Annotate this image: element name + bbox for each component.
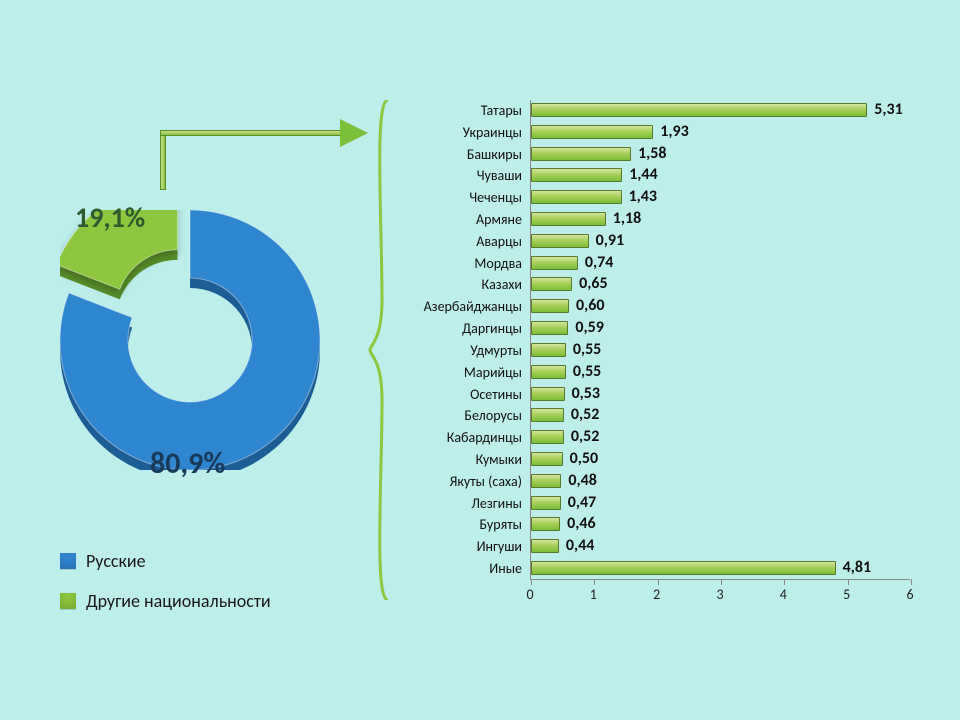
bar-value-label: 0,65 [579,276,607,292]
x-tick-label: 2 [653,586,660,603]
connector-arrow-horizontal [160,130,340,136]
bar-category-label: Иные [420,562,528,576]
bar [531,299,569,313]
bar-value-label: 4,81 [843,560,871,576]
bar-category-label: Мордва [420,257,528,271]
bar-value-label: 1,44 [629,167,657,183]
bar [531,430,564,444]
bar-category-label: Башкиры [420,148,528,162]
bar [531,147,631,161]
bar [531,365,566,379]
bar [531,321,568,335]
bar [531,517,560,531]
bar-value-label: 0,59 [575,320,603,336]
x-tick-label: 1 [590,586,597,603]
bar-category-label: Марийцы [420,366,528,380]
bar-category-label: Казахи [420,278,528,292]
bar [531,408,564,422]
bar-category-label: Азербайджанцы [420,300,528,314]
bar-value-label: 1,58 [638,146,666,162]
bar-category-label: Татары [420,104,528,118]
bar-category-label: Чуваши [420,169,528,183]
bar [531,168,622,182]
connector-arrow-head-icon [340,119,368,147]
curly-bracket-icon [368,100,390,600]
bar [531,452,563,466]
bar-value-label: 0,52 [571,407,599,423]
bar [531,212,606,226]
bar-value-label: 0,48 [568,473,596,489]
bar-value-label: 0,74 [585,255,613,271]
bar [531,343,566,357]
bar-category-label: Кабардинцы [420,431,528,445]
bar-category-label: Чеченцы [420,191,528,205]
bar-value-label: 0,50 [570,451,598,467]
legend-swatch [60,553,76,569]
bar-value-label: 0,53 [572,386,600,402]
bar-value-label: 0,60 [576,298,604,314]
bar [531,234,589,248]
legend-item: Другие национальности [60,590,271,612]
bar [531,539,559,553]
bar-value-label: 1,18 [613,211,641,227]
legend-item: Русские [60,550,271,572]
bar-value-label: 0,91 [596,233,624,249]
legend-label: Другие национальности [86,590,271,612]
bar-value-label: 0,44 [566,538,594,554]
bar-value-label: 1,93 [660,124,688,140]
bar [531,387,565,401]
bar-category-label: Армяне [420,213,528,227]
bar-category-label: Удмурты [420,344,528,358]
bar-value-label: 0,52 [571,429,599,445]
x-tick-label: 4 [780,586,787,603]
bar [531,496,561,510]
bar-value-label: 5,31 [874,102,902,118]
x-tick-label: 5 [843,586,850,603]
bar-value-label: 0,46 [567,516,595,532]
donut-svg [60,210,320,470]
bar-category-label: Кумыки [420,453,528,467]
bar [531,190,622,204]
bar [531,474,561,488]
bar-category-label: Якуты (саха) [420,475,528,489]
x-tick-label: 6 [906,586,913,603]
slide: 19,1% 80,9% Русские Другие национальности… [0,0,960,720]
x-tick-label: 3 [716,586,723,603]
bar-value-label: 1,43 [629,189,657,205]
bar [531,256,578,270]
legend: Русские Другие национальности [60,550,271,630]
bar-category-label: Лезгины [420,497,528,511]
donut-chart [60,210,320,470]
bar-value-label: 0,47 [568,495,596,511]
donut-label-russian: 80,9% [150,445,225,482]
bar [531,103,867,117]
donut-label-other: 19,1% [75,200,145,235]
bar [531,125,653,139]
bar-category-label: Украинцы [420,126,528,140]
bar [531,561,836,575]
bar-category-label: Ингуши [420,540,528,554]
connector-arrow-vertical [160,130,166,190]
x-tick-label: 0 [526,586,533,603]
bar-category-label: Аварцы [420,235,528,249]
bar-category-label: Осетины [420,388,528,402]
bar-category-label: Буряты [420,518,528,532]
legend-label: Русские [86,550,146,572]
bar-chart: 0 1 2 3 4 5 6 Татары Украинцы Башкиры Чуваши Чечен… [420,100,920,620]
legend-swatch [60,593,76,609]
bar [531,277,572,291]
bar-category-label: Белорусы [420,409,528,423]
bar-value-label: 0,55 [573,364,601,380]
bar-category-label: Даргинцы [420,322,528,336]
bar-value-label: 0,55 [573,342,601,358]
